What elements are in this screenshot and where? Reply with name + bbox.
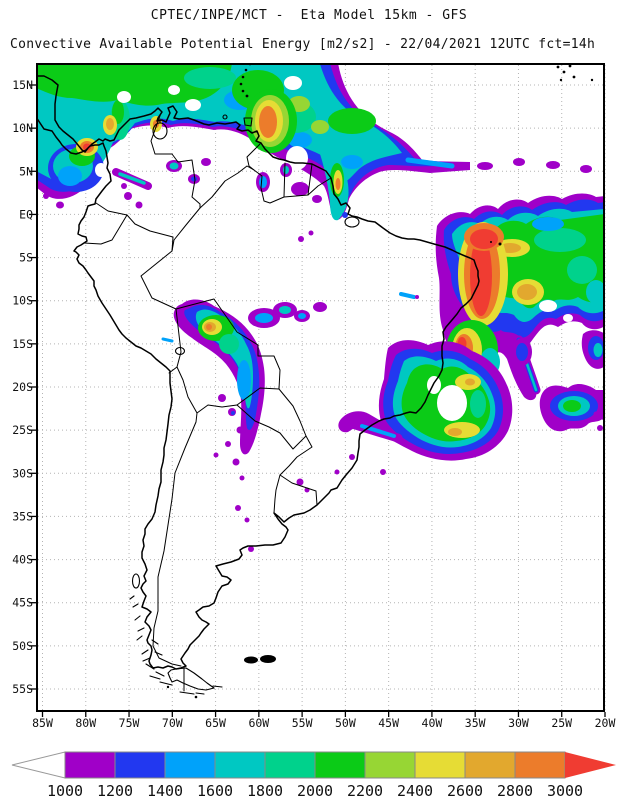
colorbar-segment: [314, 751, 366, 779]
cape-field: [38, 65, 603, 552]
lat-label: 55S: [12, 682, 33, 696]
colorbar: 1000 1200 1400 1600 1800 2000 2200 2400 2600 2800…: [11, 751, 616, 800]
coastline: [38, 65, 594, 699]
lon-label: 40W: [422, 716, 443, 730]
colorbar-segment: [114, 751, 166, 779]
country-borders: [83, 112, 332, 692]
map-frame: [36, 63, 605, 712]
lon-label: 30W: [508, 716, 529, 730]
colorbar-segment: [514, 751, 566, 779]
cape-region-south-atlantic-arc: [334, 338, 603, 475]
lat-label: 5N: [19, 164, 33, 178]
lat-label: 25S: [12, 423, 33, 437]
lon-label: 35W: [465, 716, 486, 730]
colorbar-segment: [364, 751, 416, 779]
colorbar-left-arrow: [11, 751, 66, 779]
lat-label: 20S: [12, 380, 33, 394]
lat-label: 5S: [19, 251, 33, 265]
lon-label: 60W: [248, 716, 269, 730]
axis-labels: 15N 10N 5N EQ 5S 10S 15S 20S 25S 30S 35S 40S 45S 50S 5…: [12, 78, 615, 730]
lon-label: 25W: [551, 716, 572, 730]
colorbar-segment: [464, 751, 516, 779]
lat-label: 10S: [12, 294, 33, 308]
lat-label: 45S: [12, 596, 33, 610]
colorbar-label: 2200: [347, 782, 383, 800]
fjord-islands: [129, 595, 198, 699]
lat-label: 40S: [12, 553, 33, 567]
colorbar-label: 1200: [97, 782, 133, 800]
colorbar-segment: [264, 751, 316, 779]
plot-title: CPTEC/INPE/MCT - Eta Model 15km - GFS: [150, 8, 468, 23]
small-islands: [239, 65, 594, 246]
lon-label: 70W: [162, 716, 183, 730]
lon-label: 85W: [32, 716, 53, 730]
colorbar-segment: [164, 751, 216, 779]
lon-label: 75W: [119, 716, 140, 730]
colorbar-label: 2000: [297, 782, 333, 800]
colorbar-label: 1400: [147, 782, 183, 800]
lat-label: 15N: [12, 78, 33, 92]
lat-label: 10N: [12, 121, 33, 135]
lat-label: 15S: [12, 337, 33, 351]
plot-subtitle: Convective Available Potential Energy [m…: [10, 37, 596, 52]
colorbar-label: 1600: [197, 782, 233, 800]
colorbar-right-arrow: [565, 752, 616, 778]
cape-region-bolivia-band: [161, 292, 419, 552]
colorbar-segment: [214, 751, 266, 779]
colorbar-label: 2600: [447, 782, 483, 800]
lon-label: 55W: [292, 716, 313, 730]
lat-label: 35S: [12, 509, 33, 523]
lat-label: 50S: [12, 639, 33, 653]
lon-label: 50W: [335, 716, 356, 730]
colorbar-segment: [64, 751, 116, 779]
colorbar-label: 1800: [247, 782, 283, 800]
lon-label: 80W: [75, 716, 96, 730]
colorbar-label: 1000: [47, 782, 83, 800]
colorbar-segment: [414, 751, 466, 779]
lat-label: 30S: [12, 466, 33, 480]
colorbar-label: 2800: [497, 782, 533, 800]
falkland-islands: [244, 655, 276, 664]
colorbar-label: 3000: [547, 782, 583, 800]
lon-label: 65W: [205, 716, 226, 730]
colorbar-label: 2400: [397, 782, 433, 800]
lat-label: EQ: [19, 207, 33, 221]
lon-label: 45W: [378, 716, 399, 730]
lon-label: 20W: [595, 716, 616, 730]
